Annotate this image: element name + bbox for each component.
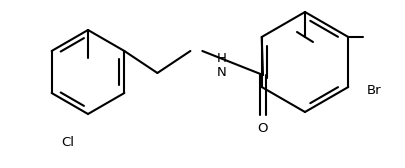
Text: H: H	[217, 52, 227, 65]
Text: Cl: Cl	[62, 136, 75, 149]
Text: N: N	[217, 67, 227, 79]
Text: Br: Br	[367, 83, 382, 96]
Text: O: O	[258, 121, 268, 135]
